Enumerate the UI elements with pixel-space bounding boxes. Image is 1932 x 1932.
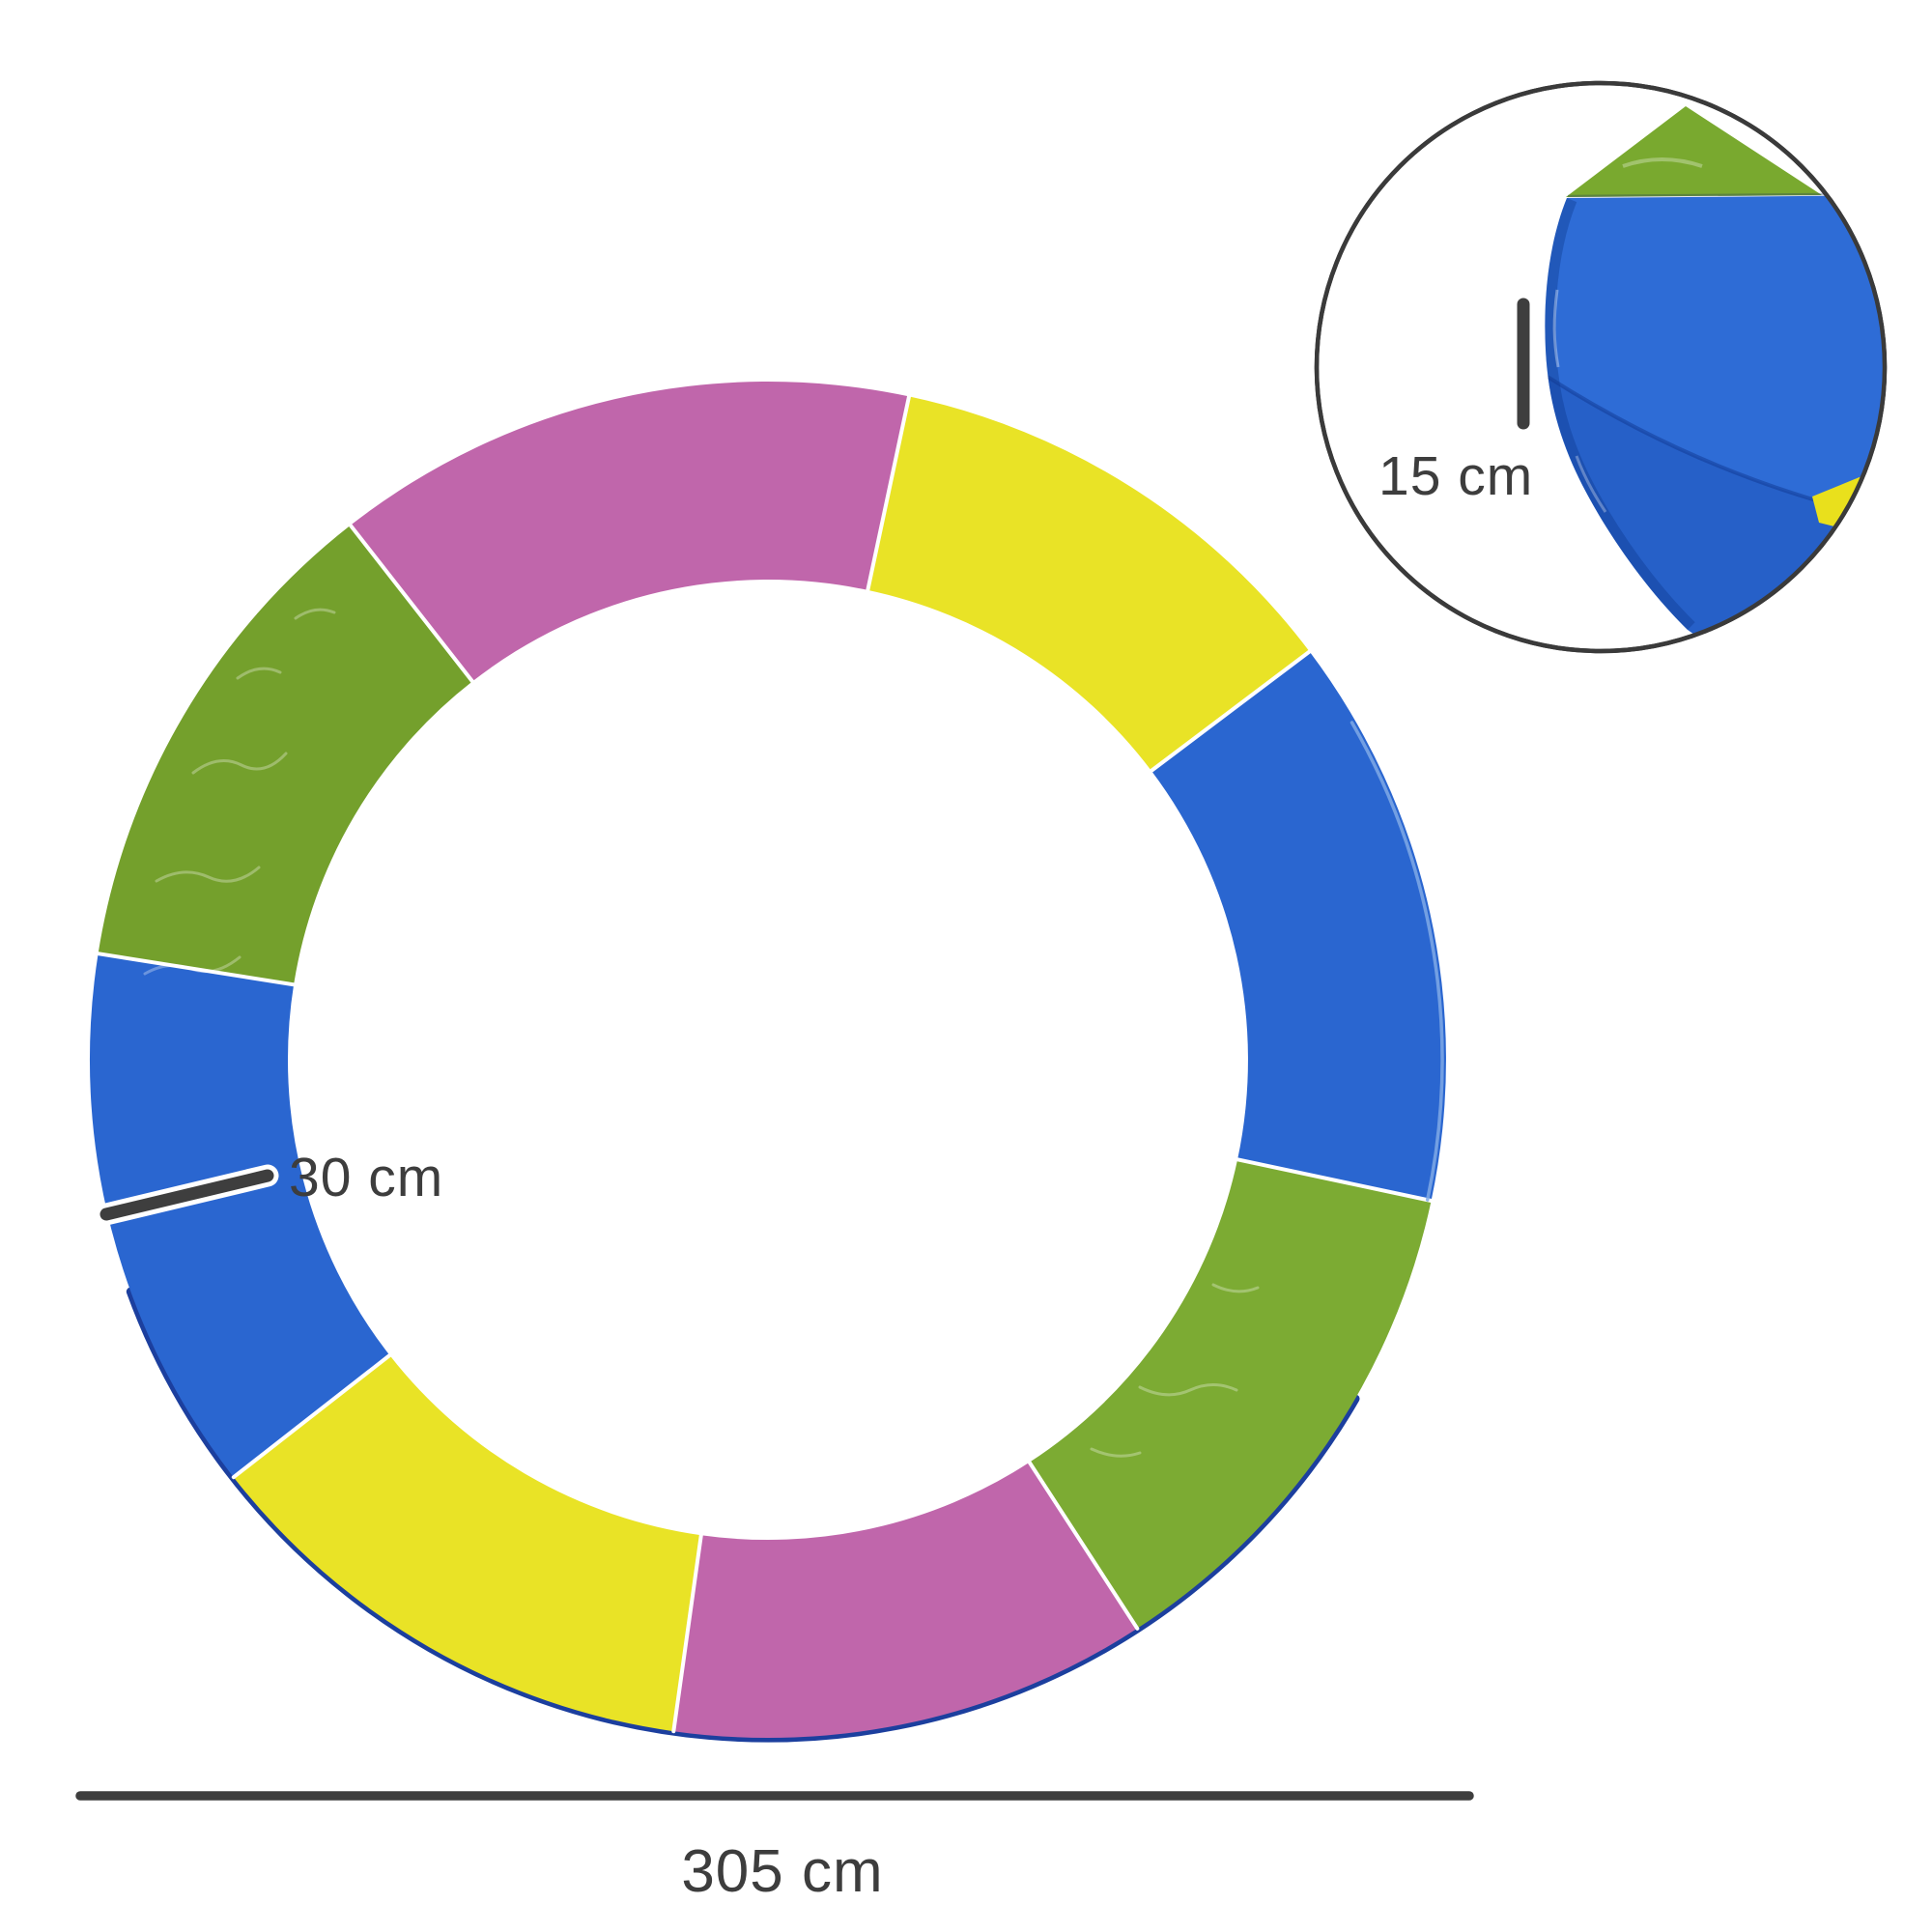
diameter-annotation: 305 cm [75, 1791, 1474, 1905]
texture-line [236, 667, 282, 680]
inset-pad-seam [1546, 375, 1883, 524]
inset-crease-highlight [1575, 455, 1607, 513]
pad-width-label: 30 cm [289, 1147, 443, 1208]
pad-segment-yellow-top-right [867, 396, 1310, 771]
pad-segment-green-lower-right [1029, 1159, 1432, 1629]
pad-seam [866, 394, 911, 592]
texture-line [1211, 1283, 1260, 1293]
pad-seam [671, 1533, 703, 1734]
thickness-inset: 15 cm [1314, 80, 1888, 654]
pad-width-annotation: 30 cm [95, 1147, 443, 1226]
pad-seams [96, 394, 1434, 1734]
pad-segment-blue-left [89, 953, 390, 1478]
inset-green-blue-seam [1567, 192, 1826, 198]
green-pad-texture [143, 608, 1260, 1458]
pad-segment-pink-bottom [673, 1462, 1138, 1739]
texture-line [1090, 1447, 1142, 1458]
pad-seam [231, 1353, 392, 1480]
inset-green-highlight [1622, 157, 1703, 168]
pad-seam [1027, 1460, 1140, 1631]
texture-line [143, 955, 242, 976]
blue-pad-edge-highlight [1350, 721, 1444, 1202]
thickness-label: 15 cm [1378, 445, 1533, 507]
pad-segment-pink-top [350, 382, 909, 682]
texture-line [191, 752, 288, 775]
texture-line [1138, 1383, 1238, 1397]
inset-pad-edge-band [1545, 195, 1695, 638]
pad-seam [96, 952, 297, 987]
pad-seam [348, 523, 474, 684]
pad-segment-blue-right [1151, 651, 1446, 1201]
pad-seam [1149, 649, 1312, 773]
inset-circle-outline [1314, 80, 1888, 654]
texture-line [155, 866, 261, 883]
diameter-label: 305 cm [681, 1838, 883, 1905]
texture-line [294, 608, 336, 620]
pad-segment-green-upper-left [98, 525, 472, 985]
inset-green-pad [1566, 106, 1822, 197]
inset-crease-highlight [1552, 289, 1560, 368]
pad-segment-yellow-lower-left [233, 1355, 701, 1732]
width-measure-line [99, 1169, 274, 1221]
pad-ring [89, 382, 1446, 1743]
pad-seam [1236, 1157, 1434, 1203]
